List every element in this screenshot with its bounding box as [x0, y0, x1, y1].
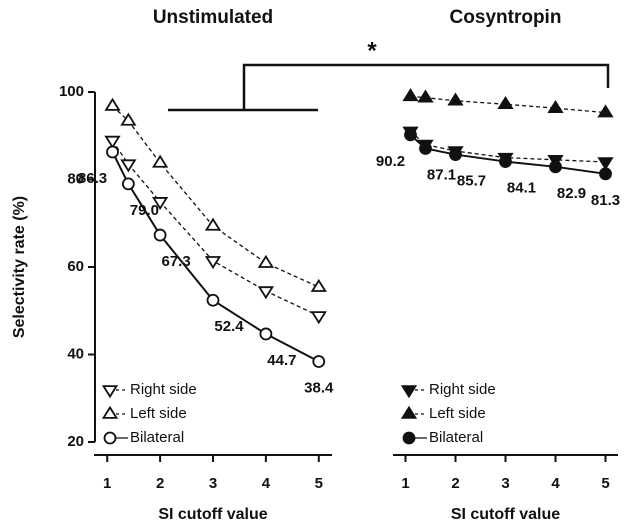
marker: [121, 177, 135, 191]
marker: [151, 197, 169, 211]
panel-title: Unstimulated: [153, 7, 273, 28]
x-tick-label: 2: [451, 475, 459, 492]
marker: [497, 96, 514, 110]
marker: [104, 135, 121, 149]
marker: [402, 431, 416, 445]
marker: [597, 157, 614, 171]
marker: [400, 405, 418, 419]
marker: [101, 385, 119, 399]
value-label: 87.1: [427, 166, 456, 183]
y-tick-label: 60: [67, 258, 84, 275]
value-label: 85.7: [457, 173, 486, 190]
x-tick-label: 4: [551, 475, 560, 492]
x-tick-label: 5: [315, 475, 323, 492]
marker: [400, 385, 418, 399]
value-label: 52.4: [214, 318, 244, 335]
legend-label: Bilateral: [429, 429, 483, 446]
marker: [153, 228, 167, 242]
marker: [447, 92, 464, 106]
marker: [120, 159, 137, 173]
x-tick-label: 3: [209, 475, 217, 492]
series-line: [112, 105, 320, 288]
marker: [402, 88, 419, 102]
x-tick-label: 3: [501, 475, 509, 492]
marker: [101, 405, 119, 419]
value-label: 84.1: [507, 180, 536, 197]
value-label: 82.9: [557, 185, 586, 202]
value-label: 38.4: [304, 379, 334, 396]
marker: [204, 217, 222, 231]
y-tick-label: 40: [67, 345, 84, 362]
marker: [419, 142, 432, 155]
y-axis-label: Selectivity rate (%): [11, 196, 28, 338]
marker: [259, 327, 273, 341]
marker: [151, 154, 169, 168]
marker: [547, 99, 564, 113]
legend-label: Left side: [429, 405, 486, 422]
value-label: 90.2: [376, 153, 405, 170]
marker: [310, 278, 327, 292]
value-label: 79.0: [130, 202, 159, 219]
marker: [449, 148, 462, 161]
significance-star: *: [367, 37, 377, 64]
legend-label: Right side: [429, 381, 496, 398]
marker: [106, 145, 119, 159]
legend-label: Left side: [130, 405, 187, 422]
value-label: 81.3: [591, 192, 620, 209]
marker: [312, 355, 326, 368]
x-axis-label: SI cutoff value: [158, 506, 267, 523]
marker: [499, 155, 512, 168]
legend-label: Bilateral: [130, 429, 184, 446]
marker: [310, 311, 327, 325]
value-label: 86.3: [78, 170, 107, 187]
marker: [417, 89, 434, 103]
marker: [204, 256, 222, 270]
marker: [404, 128, 417, 142]
significance-bracket: [168, 63, 610, 112]
marker: [120, 112, 137, 126]
marker: [549, 160, 562, 174]
marker: [599, 167, 612, 181]
marker: [597, 104, 614, 118]
x-axis-label: SI cutoff value: [451, 506, 560, 523]
value-label: 44.7: [267, 352, 296, 369]
panel-title: Cosyntropin: [450, 7, 562, 28]
marker: [104, 97, 121, 111]
y-tick-label: 20: [67, 433, 84, 450]
marker: [257, 286, 275, 300]
marker: [206, 293, 220, 307]
y-tick-label: 80: [67, 170, 84, 187]
y-tick-label: 100: [59, 83, 84, 100]
x-tick-label: 5: [601, 475, 609, 492]
marker: [103, 431, 117, 445]
x-tick-label: 1: [103, 475, 111, 492]
x-tick-label: 2: [156, 475, 164, 492]
marker: [257, 254, 275, 268]
value-label: 67.3: [162, 253, 191, 270]
legend-label: Right side: [130, 381, 197, 398]
x-tick-label: 1: [401, 475, 409, 492]
series-line: [410, 95, 606, 114]
x-tick-label: 4: [262, 475, 271, 492]
